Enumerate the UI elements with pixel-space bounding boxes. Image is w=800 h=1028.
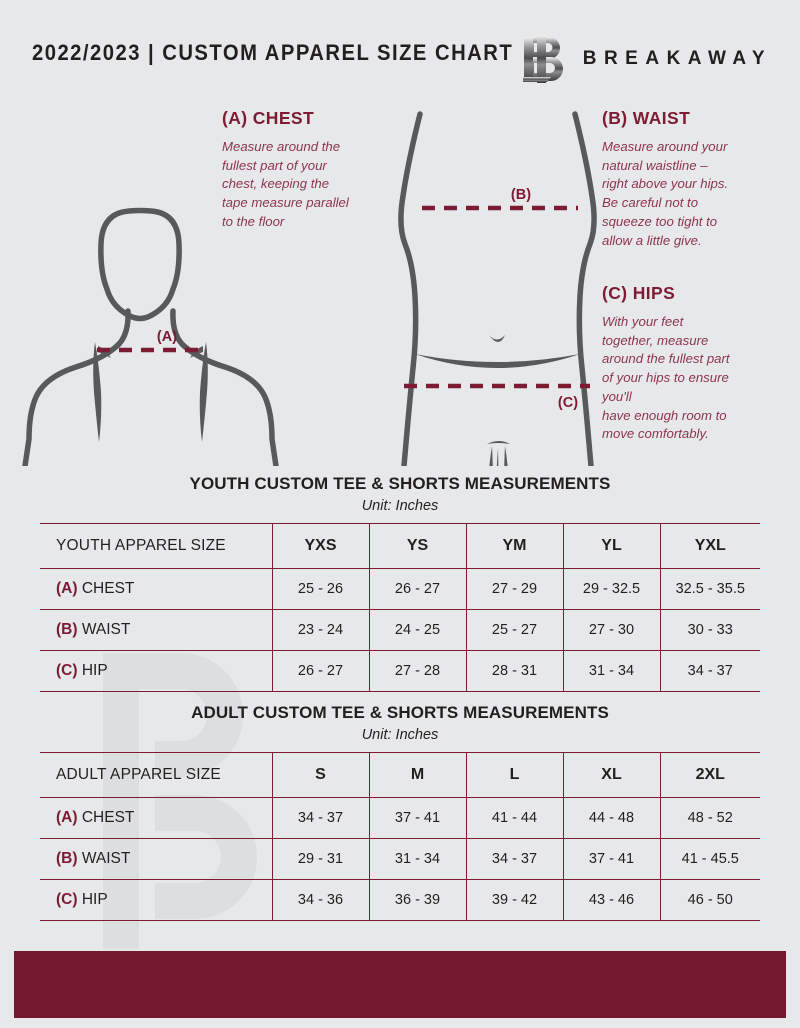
adult-table-unit: Unit: Inches — [361, 727, 439, 743]
callout-chest-title: (A) CHEST — [222, 108, 315, 128]
measurement-cell: 29 - 32.5 — [562, 568, 660, 610]
measurement-cell: 31 - 34 — [368, 838, 466, 880]
callout-waist: (B) WAIST Measure around your natural wa… — [602, 108, 782, 250]
youth-row-label-hip: (C) HIP — [40, 650, 272, 692]
youth-size-ym: YM — [465, 523, 563, 569]
adult-size-xl: XL — [562, 752, 660, 798]
adult-size-m: M — [368, 752, 466, 798]
measurement-cell: 48 - 52 — [659, 797, 760, 839]
measurement-cell: 25 - 26 — [271, 568, 369, 610]
adult-header-label: ADULT APPAREL SIZE — [40, 752, 272, 798]
callout-waist-title: (B) WAIST — [602, 108, 691, 128]
measurement-cell: 34 - 37 — [465, 838, 563, 880]
measurement-cell: 34 - 37 — [659, 650, 760, 692]
measure-tag: (C) — [56, 891, 78, 908]
callout-hips-title: (C) HIPS — [602, 283, 676, 303]
callout-chest: (A) CHEST Measure around the fullest par… — [222, 108, 397, 232]
breakaway-b-monogram-icon — [522, 35, 563, 83]
adult-table-title: ADULT CUSTOM TEE & SHORTS MEASUREMENTS — [191, 703, 609, 722]
callout-chest-body: Measure around the fullest part of your … — [222, 139, 349, 229]
adult-header-row: ADULT APPAREL SIZE S M L XL 2XL — [40, 752, 760, 798]
table-row: (A) CHEST 25 - 26 26 - 27 27 - 29 29 - 32.5 3… — [40, 568, 760, 610]
youth-header-label: YOUTH APPAREL SIZE — [40, 523, 272, 569]
adult-row-label-hip: (C) HIP — [40, 879, 272, 921]
youth-size-yxs: YXS — [271, 523, 369, 569]
youth-measurements-section: YOUTH CUSTOM TEE & SHORTS MEASUREMENTS U… — [40, 474, 760, 692]
measurement-cell: 37 - 41 — [562, 838, 660, 880]
adult-size-2xl: 2XL — [659, 752, 760, 798]
measurement-cell: 26 - 27 — [271, 650, 369, 692]
measurement-cell: 27 - 28 — [368, 650, 466, 692]
measure-tag: (B) — [56, 621, 78, 638]
youth-row-label-chest: (A) CHEST — [40, 568, 272, 610]
adult-size-s: S — [271, 752, 369, 798]
measurement-cell: 44 - 48 — [562, 797, 660, 839]
measure-tag: (C) — [56, 662, 78, 679]
adult-measurements-section: ADULT CUSTOM TEE & SHORTS MEASUREMENTS U… — [40, 703, 760, 921]
measure-tag: (A) — [56, 809, 78, 826]
youth-size-yxl: YXL — [659, 523, 760, 569]
callout-hips: (C) HIPS With your feet together, measur… — [602, 283, 782, 444]
table-row: (A) CHEST 34 - 37 37 - 41 41 - 44 44 - 48 48 … — [40, 797, 760, 839]
body-measurement-figures: (A) (B) (C) — [22, 111, 597, 466]
measurement-cell: 34 - 36 — [271, 879, 369, 921]
adult-size-l: L — [465, 752, 563, 798]
table-row: (C) HIP 26 - 27 27 - 28 28 - 31 31 - 34 34 - … — [40, 650, 760, 692]
page-header: 2022/2023 | CUSTOM APPAREL SIZE CHART — [0, 0, 800, 96]
adult-size-table: ADULT APPAREL SIZE S M L XL 2XL (A) CHEST 34 - … — [40, 752, 760, 921]
callout-hips-body: With your feet together, measure around … — [602, 314, 730, 442]
measurement-cell: 27 - 30 — [562, 609, 660, 651]
measurement-cell: 24 - 25 — [368, 609, 466, 651]
callout-waist-body: Measure around your natural waistline – … — [602, 139, 729, 248]
chest-line-label: (A) — [157, 329, 177, 345]
measurement-cell: 41 - 44 — [465, 797, 563, 839]
waist-line-label: (B) — [511, 187, 531, 203]
table-row: (B) WAIST 29 - 31 31 - 34 34 - 37 37 - 41 41 … — [40, 838, 760, 880]
page-title: 2022/2023 | CUSTOM APPAREL SIZE CHART — [32, 40, 514, 65]
table-row: (B) WAIST 23 - 24 24 - 25 25 - 27 27 - 30 30 … — [40, 609, 760, 651]
measurement-cell: 31 - 34 — [562, 650, 660, 692]
youth-table-unit: Unit: Inches — [361, 498, 439, 514]
adult-row-label-waist: (B) WAIST — [40, 838, 272, 880]
brand-name: BREAKAWAY — [582, 48, 772, 69]
measurement-cell: 27 - 29 — [465, 568, 563, 610]
measure-tag: (A) — [56, 580, 78, 597]
measurement-cell: 36 - 39 — [368, 879, 466, 921]
measurement-cell: 28 - 31 — [465, 650, 563, 692]
footer-accent-bar — [14, 951, 786, 1018]
measurement-cell: 34 - 37 — [271, 797, 369, 839]
youth-size-yl: YL — [562, 523, 660, 569]
measurement-cell: 43 - 46 — [562, 879, 660, 921]
youth-header-row: YOUTH APPAREL SIZE YXS YS YM YL YXL — [40, 523, 760, 569]
measurement-cell: 25 - 27 — [465, 609, 563, 651]
measurement-cell: 39 - 42 — [465, 879, 563, 921]
measurement-cell: 26 - 27 — [368, 568, 466, 610]
measurement-cell: 46 - 50 — [659, 879, 760, 921]
brand-lockup: BREAKAWAY — [521, 33, 772, 85]
adult-row-label-chest: (A) CHEST — [40, 797, 272, 839]
youth-size-table: YOUTH APPAREL SIZE YXS YS YM YL YXL (A) CHEST 2… — [40, 523, 760, 692]
measurement-cell: 37 - 41 — [368, 797, 466, 839]
youth-size-ys: YS — [368, 523, 466, 569]
measure-tag: (B) — [56, 850, 78, 867]
youth-row-label-waist: (B) WAIST — [40, 609, 272, 651]
table-row: (C) HIP 34 - 36 36 - 39 39 - 42 43 - 46 46 - … — [40, 879, 760, 921]
measurement-cell: 29 - 31 — [271, 838, 369, 880]
youth-table-title: YOUTH CUSTOM TEE & SHORTS MEASUREMENTS — [189, 474, 611, 493]
measurement-cell: 23 - 24 — [271, 609, 369, 651]
measurement-cell: 41 - 45.5 — [659, 838, 760, 880]
measurement-cell: 30 - 33 — [659, 609, 760, 651]
hip-line-label: (C) — [558, 395, 578, 411]
measurement-cell: 32.5 - 35.5 — [659, 568, 760, 610]
